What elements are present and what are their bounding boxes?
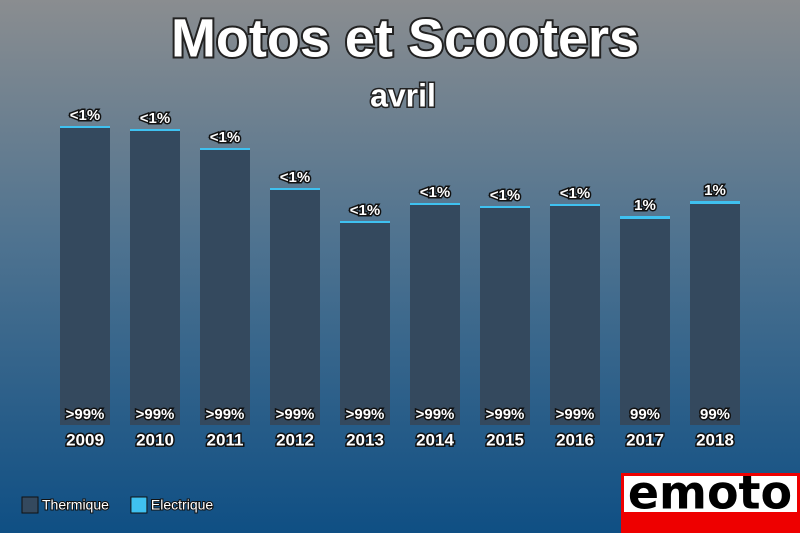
x-tick-label: 2010 [136, 430, 174, 449]
bar-segment [130, 129, 180, 131]
data-label: >99% [276, 406, 315, 423]
data-label: >99% [556, 406, 595, 423]
logo: emoto [621, 466, 800, 533]
data-label: >99% [346, 406, 385, 423]
data-label: 1% [704, 182, 726, 199]
data-label: 99% [630, 406, 660, 423]
bar-segment [620, 216, 670, 219]
data-label: >99% [66, 406, 105, 423]
bar-segment [690, 201, 740, 204]
data-label: <1% [560, 185, 590, 202]
bar-segment [550, 206, 600, 425]
bar-segment [410, 205, 460, 425]
data-label: <1% [140, 110, 170, 127]
data-label: <1% [280, 169, 310, 186]
legend-swatch [130, 496, 148, 514]
data-label: >99% [486, 406, 525, 423]
legend-label: Electrique [151, 497, 213, 513]
bar-segment [60, 128, 110, 425]
chart-subtitle: avril [370, 77, 436, 113]
bar-segment [480, 206, 530, 208]
x-tick-label: 2012 [276, 430, 314, 449]
x-tick-label: 2018 [696, 430, 734, 449]
chart-title: Motos et Scooters [171, 8, 639, 68]
bar-segment [130, 131, 180, 425]
x-tick-label: 2009 [66, 430, 104, 449]
data-label: >99% [416, 406, 455, 423]
bar-segment [200, 150, 250, 425]
bar-segment [270, 190, 320, 425]
data-label: <1% [420, 184, 450, 201]
legend-label: Thermique [42, 497, 109, 513]
x-tick-label: 2014 [416, 430, 454, 449]
data-label: <1% [350, 202, 380, 219]
legend-swatch [21, 496, 39, 514]
logo-text: emoto [628, 466, 792, 520]
bar-segment [480, 208, 530, 425]
logo-band [624, 476, 797, 512]
data-label: >99% [206, 406, 245, 423]
bar-segment [690, 204, 740, 425]
x-tick-label: 2015 [486, 430, 524, 449]
data-label: 1% [634, 197, 656, 214]
data-label: <1% [210, 129, 240, 146]
bar-segment [60, 126, 110, 128]
x-tick-label: 2016 [556, 430, 594, 449]
x-tick-label: 2017 [626, 430, 664, 449]
bar-segment [270, 188, 320, 190]
data-label: >99% [136, 406, 175, 423]
bar-segment [340, 223, 390, 425]
x-tick-label: 2011 [207, 430, 244, 449]
data-label: <1% [70, 107, 100, 124]
bar-segment [340, 221, 390, 223]
data-label: 99% [700, 406, 730, 423]
x-tick-label: 2013 [346, 430, 384, 449]
data-label: <1% [490, 187, 520, 204]
bar-segment [200, 148, 250, 150]
bar-segment [620, 219, 670, 425]
bar-segment [550, 204, 600, 206]
bar-segment [410, 203, 460, 205]
